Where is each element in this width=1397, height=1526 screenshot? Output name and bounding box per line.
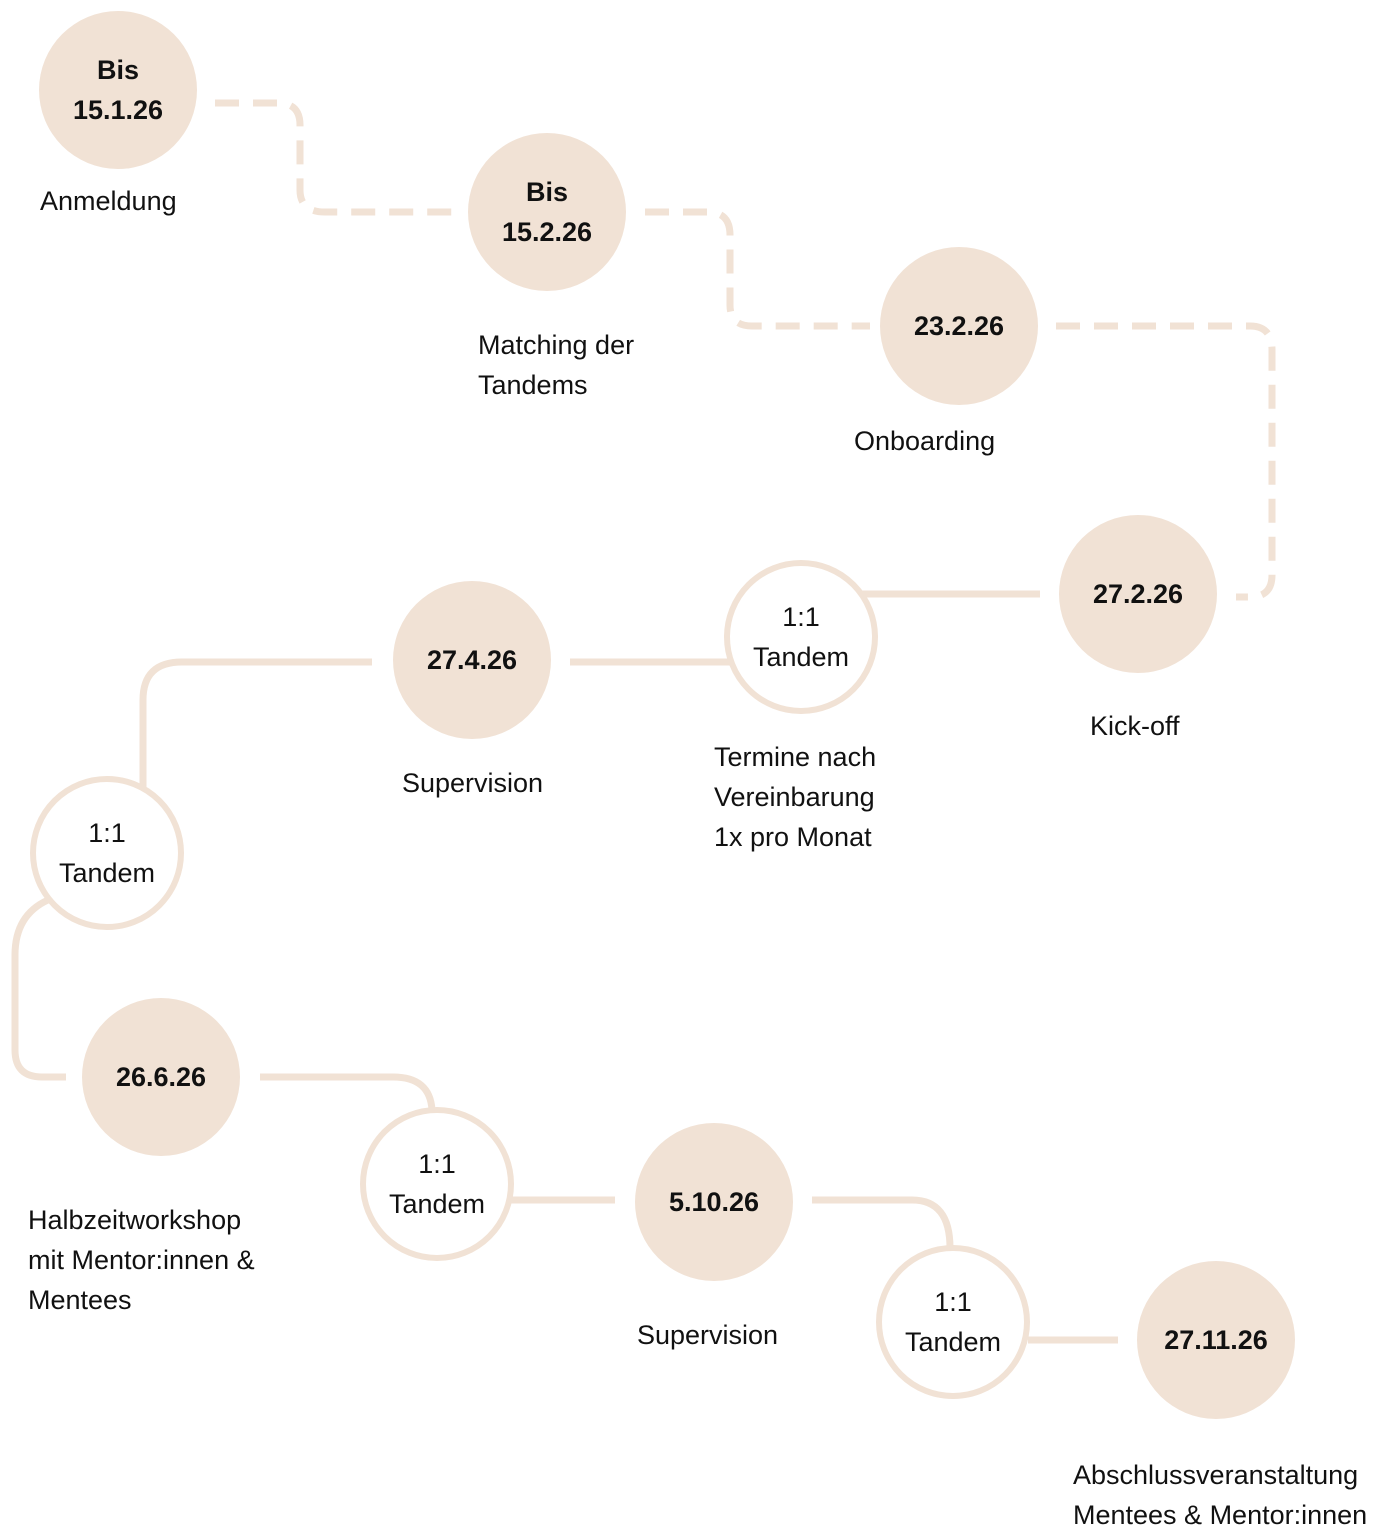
tandem-text: 1:1 xyxy=(934,1287,972,1317)
connector xyxy=(1056,322,1276,601)
date-circle xyxy=(468,133,626,291)
date-circle xyxy=(393,581,551,739)
connector xyxy=(11,896,66,1081)
tandem-circle xyxy=(30,776,184,930)
node-label: Kick-off xyxy=(1090,711,1180,741)
date-text: 23.2.26 xyxy=(914,311,1004,341)
date-text: 27.2.26 xyxy=(1093,579,1183,609)
node-label: Onboarding xyxy=(854,426,995,456)
date-circle xyxy=(880,247,1038,405)
node-label: Abschlussveranstaltung xyxy=(1073,1460,1358,1490)
tandem-text: Tandem xyxy=(59,858,155,888)
tandem-text: Tandem xyxy=(389,1189,485,1219)
date-circle xyxy=(1137,1261,1295,1419)
node-label: Vereinbarung xyxy=(714,782,875,812)
date-text: Bis xyxy=(526,177,568,207)
node-label: Termine nach xyxy=(714,742,876,772)
tandem-text: 1:1 xyxy=(418,1149,456,1179)
node-label: Mentees & Mentor:innen xyxy=(1073,1500,1367,1526)
node-label: Matching der xyxy=(478,330,634,360)
connector xyxy=(139,658,372,790)
node-label: Supervision xyxy=(637,1320,778,1350)
connector xyxy=(812,1196,954,1249)
date-text: 27.11.26 xyxy=(1164,1325,1268,1355)
node-label: Halbzeitworkshop xyxy=(28,1205,241,1235)
date-circle xyxy=(39,11,197,169)
connector xyxy=(215,99,462,216)
node-label: Supervision xyxy=(402,768,543,798)
date-text: 15.2.26 xyxy=(502,217,592,247)
tandem-text: Tandem xyxy=(905,1327,1001,1357)
tandem-text: Tandem xyxy=(753,642,849,672)
date-circle xyxy=(1059,515,1217,673)
date-text: Bis xyxy=(97,55,139,85)
node-label: Tandems xyxy=(478,370,588,400)
date-circle xyxy=(635,1123,793,1281)
tandem-circle xyxy=(360,1107,514,1261)
tandem-circle xyxy=(724,560,878,714)
node-label: 1x pro Monat xyxy=(714,822,872,852)
date-text: 26.6.26 xyxy=(116,1062,206,1092)
connector xyxy=(260,1073,436,1111)
connector xyxy=(645,208,870,330)
node-label: Mentees xyxy=(28,1285,132,1315)
tandem-text: 1:1 xyxy=(782,602,820,632)
date-text: 5.10.26 xyxy=(669,1187,759,1217)
tandem-text: 1:1 xyxy=(88,818,126,848)
node-label: Anmeldung xyxy=(40,186,177,216)
date-text: 15.1.26 xyxy=(73,95,163,125)
date-text: 27.4.26 xyxy=(427,645,517,675)
node-label: mit Mentor:innen & xyxy=(28,1245,255,1275)
date-circle xyxy=(82,998,240,1156)
tandem-circle xyxy=(876,1245,1030,1399)
